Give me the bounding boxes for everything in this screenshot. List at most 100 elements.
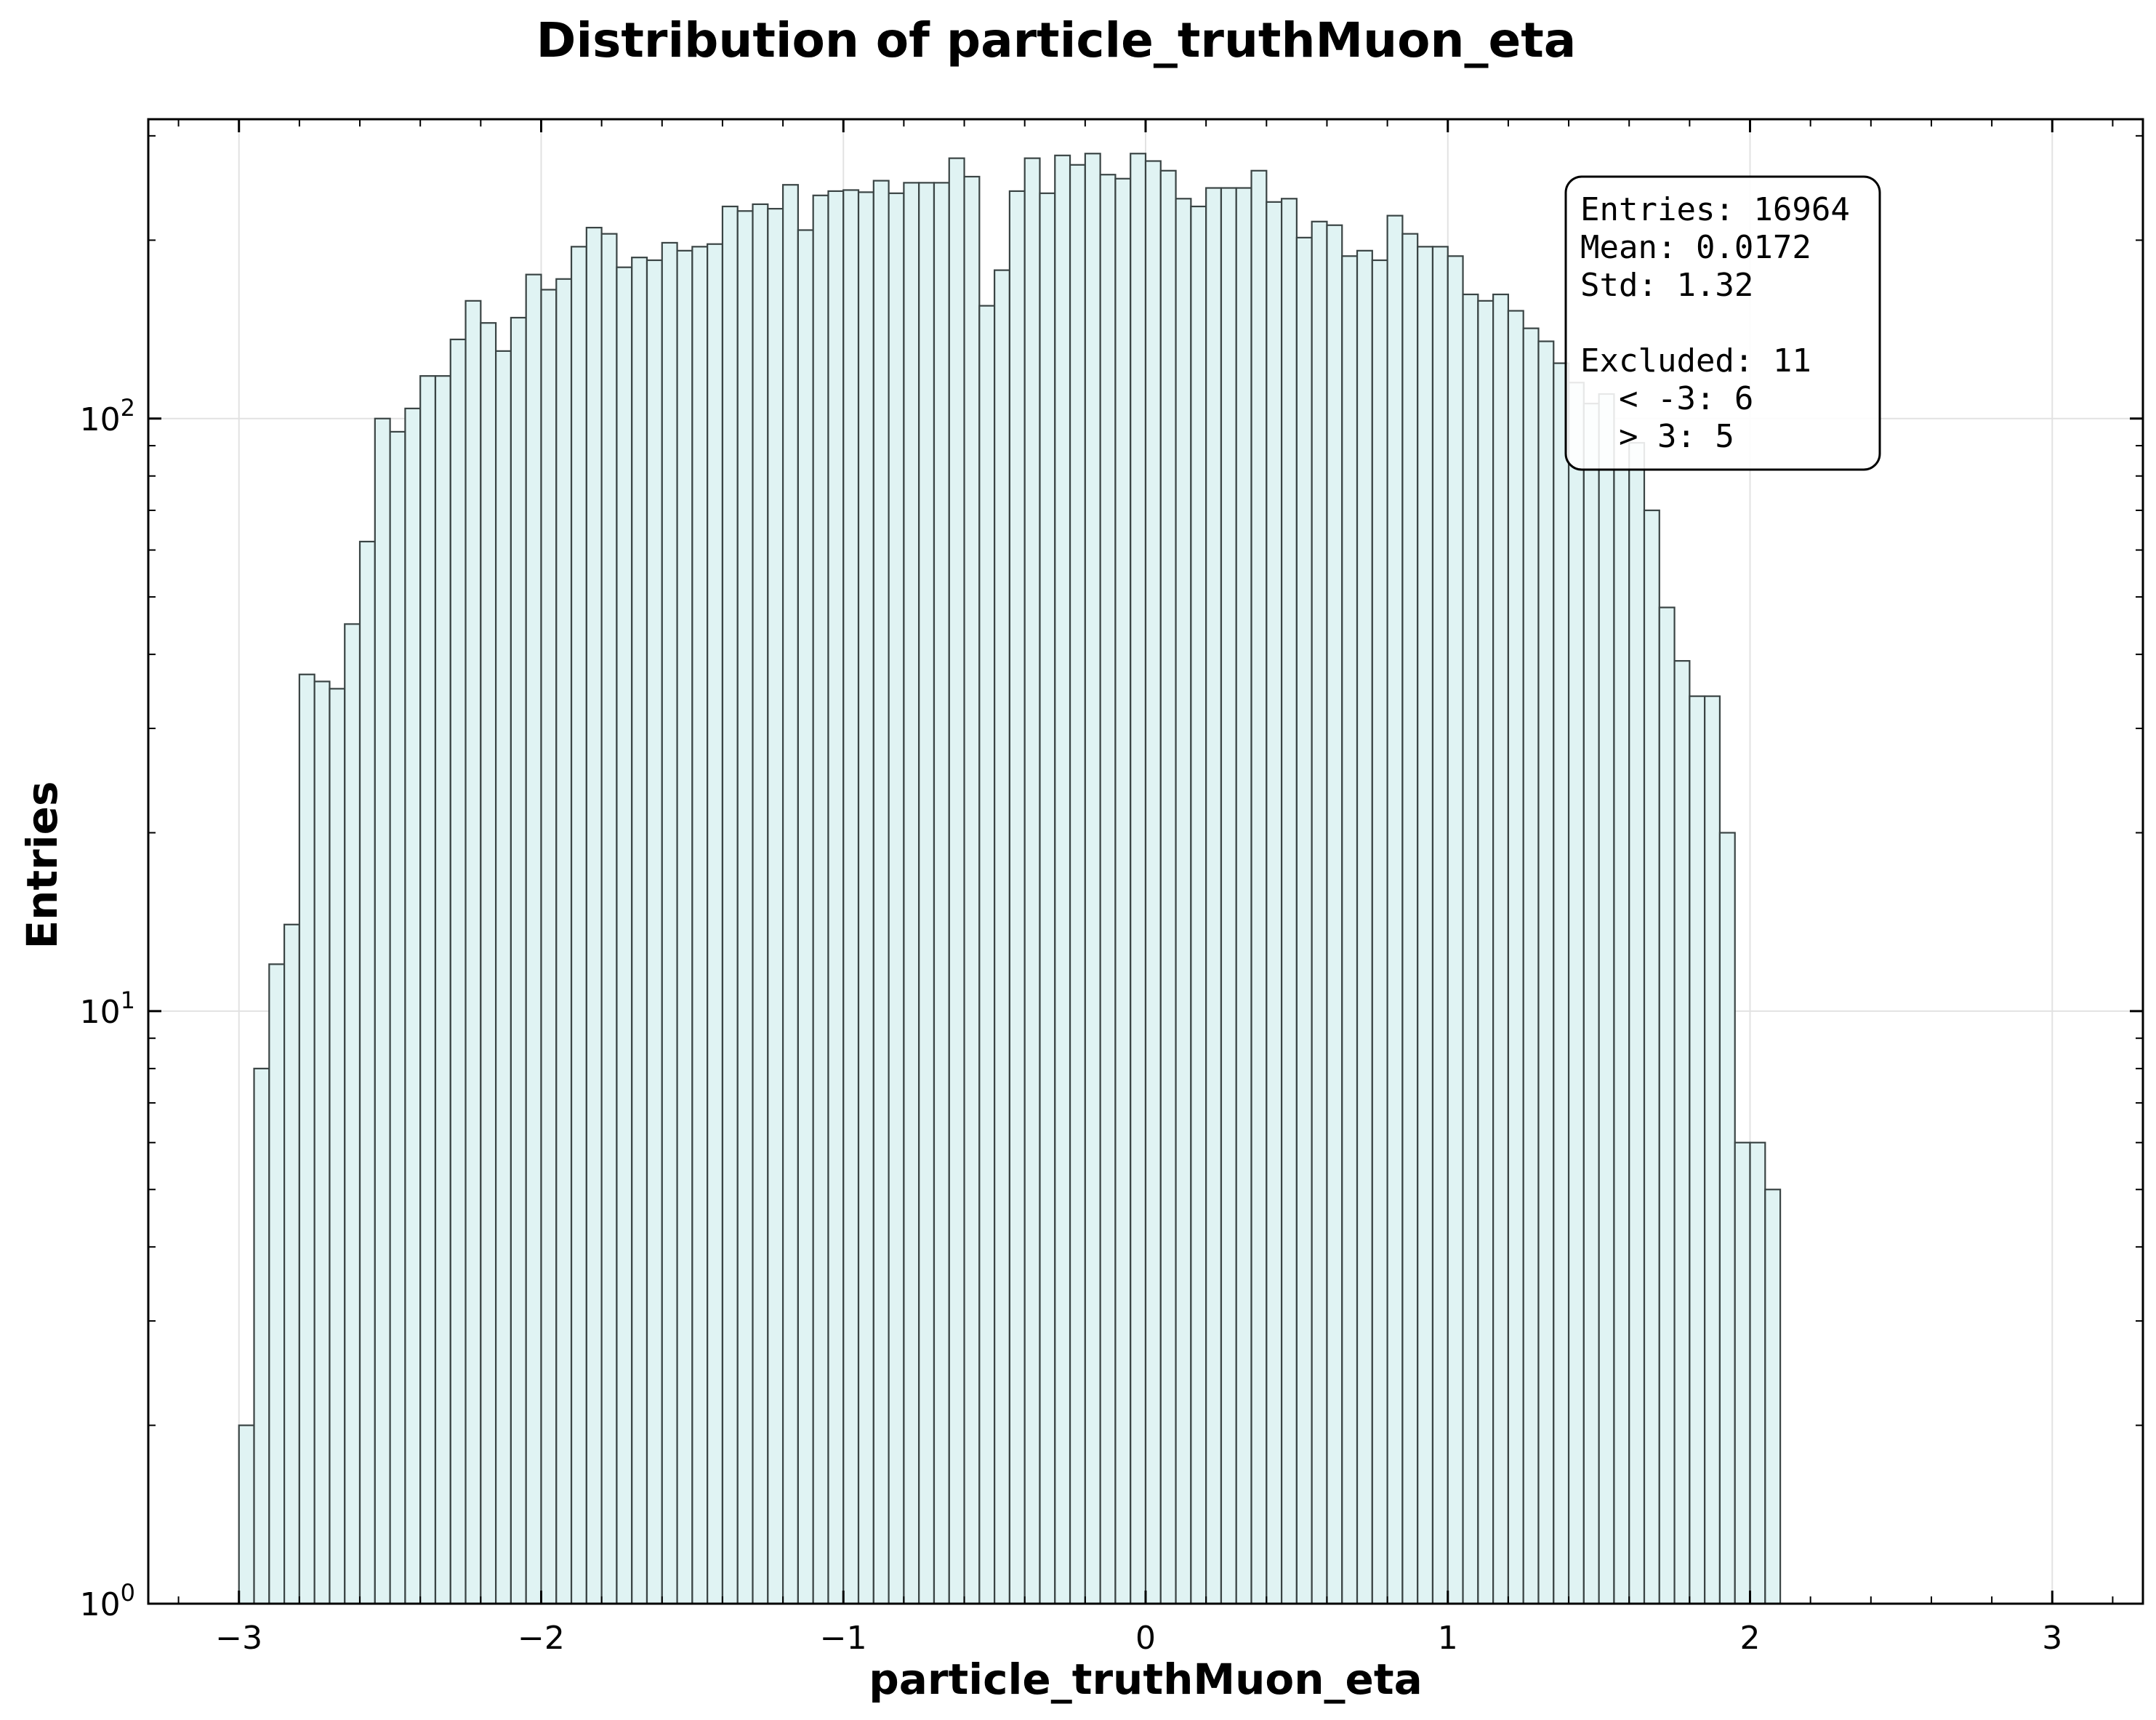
histogram-bar (585, 227, 603, 1605)
x-tick-label: 0 (1135, 1620, 1156, 1657)
histogram-bar (1704, 695, 1721, 1605)
histogram-bar (812, 194, 829, 1605)
y-tick-label: 101 (80, 986, 135, 1031)
histogram-bar (1326, 224, 1343, 1605)
histogram-bar (404, 407, 422, 1605)
y-axis-label: Entries (17, 781, 67, 949)
histogram-bar (676, 249, 693, 1605)
stats-mean: Mean: 0.0172 (1580, 229, 1811, 266)
histogram-bar (872, 180, 890, 1605)
stats-box: Entries: 16964 Mean: 0.0172 Std: 1.32 Ex… (1564, 175, 1881, 471)
histogram-bar (933, 182, 950, 1605)
histogram-bar (842, 189, 860, 1605)
histogram-bar (1613, 468, 1630, 1605)
stats-box-frame (1564, 175, 1881, 471)
histogram-bar (238, 1424, 255, 1605)
histogram-bar (419, 375, 437, 1605)
histogram-bar (1401, 233, 1419, 1605)
histogram-bar (1159, 169, 1177, 1605)
histogram-bar (1643, 509, 1660, 1605)
histogram-bar (313, 680, 331, 1605)
histogram-bar (1175, 198, 1192, 1605)
stats-below-range: < -3: 6 (1580, 380, 1753, 417)
histogram-bar (374, 417, 391, 1605)
histogram-bar (1462, 293, 1479, 1605)
histogram-bar (691, 246, 709, 1605)
x-tick-label: −3 (215, 1620, 262, 1657)
histogram-bar (1266, 201, 1283, 1605)
histogram-bar (510, 316, 527, 1605)
histogram-bar (1054, 154, 1071, 1605)
histogram-bar (464, 300, 482, 1605)
histogram-bar (1582, 403, 1600, 1605)
histogram-bar (1689, 695, 1706, 1605)
ticks (148, 119, 2143, 1605)
histogram-bar (1008, 190, 1026, 1605)
histogram-bar (707, 243, 724, 1605)
histogram-bar (857, 191, 874, 1605)
histogram-bar (736, 210, 754, 1605)
histogram-bar (298, 673, 315, 1605)
histogram-bar (752, 203, 769, 1605)
histogram-bar (1447, 255, 1464, 1605)
histogram-bar (827, 190, 845, 1605)
histogram-bar (1220, 187, 1237, 1605)
chart-title: Distribution of particle_truthMuon_eta (536, 12, 1577, 68)
stats-entries: Entries: 16964 (1580, 191, 1850, 228)
histogram-bar (1477, 300, 1495, 1605)
x-tick-labels: −3 −2 −1 0 1 2 3 (215, 1620, 2062, 1657)
histogram-bar (781, 184, 799, 1605)
histogram-bar (434, 375, 451, 1605)
histogram-bar (525, 273, 542, 1605)
stats-std: Std: 1.32 (1580, 267, 1753, 304)
histogram-bar (1130, 153, 1147, 1605)
histogram-bar (994, 269, 1011, 1605)
histogram-bar (1507, 310, 1524, 1605)
histogram-bar (1099, 174, 1117, 1605)
histogram-bar (1114, 177, 1132, 1605)
histogram-bar (767, 208, 784, 1605)
histogram-bar (1280, 198, 1298, 1605)
histogram-bar (1190, 205, 1207, 1605)
y-tick-label: 100 (80, 1579, 135, 1623)
histogram-bar (1023, 157, 1041, 1605)
histogram-bar (1069, 164, 1086, 1605)
histogram-bar (1205, 187, 1223, 1605)
y-tick-label: 102 (80, 394, 135, 438)
stats-above-range: > 3: 5 (1580, 418, 1734, 455)
histogram-bar (1628, 442, 1646, 1605)
x-tick-label: −2 (518, 1620, 565, 1657)
histogram-bar (1295, 236, 1313, 1605)
histogram-bar (540, 289, 558, 1605)
histogram-bar (570, 246, 587, 1605)
histogram-bar (963, 175, 981, 1605)
histogram-bar (888, 192, 905, 1605)
histogram-bar (1386, 214, 1404, 1605)
histogram-bar (978, 305, 996, 1605)
histogram-bar (797, 229, 814, 1605)
histogram-bar (1734, 1141, 1751, 1605)
histogram-bar (253, 1067, 270, 1605)
histogram-bar (495, 350, 512, 1605)
x-axis-label: particle_truthMuon_eta (869, 1655, 1422, 1704)
histogram-bar (344, 623, 361, 1605)
histogram-bar (449, 338, 467, 1605)
histogram-bar (1144, 160, 1162, 1605)
histogram-bar (1492, 293, 1510, 1605)
histogram-bar (329, 688, 346, 1605)
histogram-bar (1250, 169, 1268, 1605)
stats-excluded: Excluded: 11 (1580, 342, 1811, 379)
histogram-bar (480, 322, 497, 1605)
x-tick-label: 3 (2042, 1620, 2062, 1657)
histogram-bar (1039, 192, 1056, 1605)
histogram-bars (238, 153, 1782, 1605)
histogram-bar (721, 205, 739, 1605)
histogram-bar (1658, 606, 1676, 1605)
histogram-bar (1341, 255, 1359, 1605)
histogram-bar (645, 259, 663, 1605)
histogram-bar (1764, 1189, 1782, 1605)
histogram-bar (948, 157, 965, 1605)
histogram-bar (616, 266, 633, 1605)
histogram-bar (283, 923, 300, 1605)
